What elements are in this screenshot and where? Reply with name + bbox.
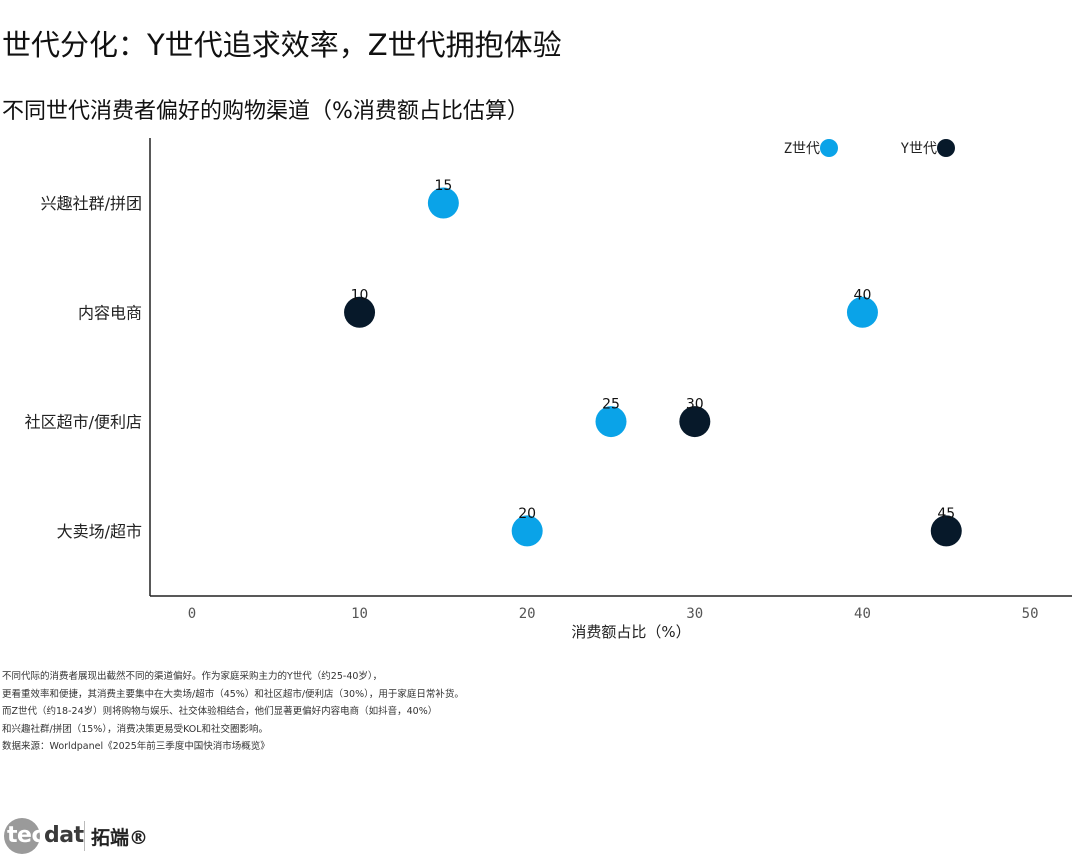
logo-wordmark: tecdat xyxy=(7,823,84,848)
x-tick-label: 0 xyxy=(188,606,196,622)
data-label: 20 xyxy=(518,506,536,522)
x-axis-title: 消费额占比（%） xyxy=(571,623,690,641)
legend-marker xyxy=(820,139,838,157)
y-tick-label: 大卖场/超市 xyxy=(57,522,142,541)
x-axis-tick-labels: 0 10 20 30 40 50 xyxy=(188,606,1039,622)
page-title: 世代分化：Y世代追求效率，Z世代拥抱体验 xyxy=(2,28,562,62)
logo-chinese-name: 拓端® xyxy=(91,826,149,849)
data-point xyxy=(427,187,459,219)
data-label: 30 xyxy=(686,397,704,413)
data-point xyxy=(344,296,376,328)
x-tick-label: 20 xyxy=(519,606,536,622)
chart-subtitle: 不同世代消费者偏好的购物渠道（%消费额占比估算） xyxy=(2,99,529,124)
data-label: 15 xyxy=(434,178,452,194)
tecdat-logo-mark: tecdat xyxy=(4,816,84,856)
data-label: 40 xyxy=(854,287,872,303)
legend-label: Z世代 xyxy=(784,141,820,157)
chart-notes: 不同代际的消费者展现出截然不同的渠道偏好。作为家庭采购主力的Y世代（约25-40… xyxy=(2,668,464,756)
y-tick-label: 内容电商 xyxy=(78,303,142,322)
chart-axes xyxy=(149,138,1072,597)
y-tick-label: 兴趣社群/拼团 xyxy=(41,194,142,213)
note-line: 和兴趣社群/拼团（15%），消费决策更易受KOL和社交圈影响。 xyxy=(2,723,269,735)
note-line: 更看重效率和便捷，其消费主要集中在大卖场/超市（45%）和社区超市/便利店（30… xyxy=(2,688,464,700)
data-point xyxy=(511,515,543,547)
note-line: 而Z世代（约18-24岁）则将购物与娱乐、社交体验相结合，他们显著更偏好内容电商… xyxy=(2,706,438,717)
logo-divider xyxy=(84,821,85,851)
legend-label: Y世代 xyxy=(901,141,937,157)
chart-dots xyxy=(344,187,962,547)
data-point xyxy=(846,296,878,328)
data-point xyxy=(595,406,627,438)
note-line: 不同代际的消费者展现出截然不同的渠道偏好。作为家庭采购主力的Y世代（约25-40… xyxy=(2,671,383,682)
logo-circle-icon xyxy=(4,818,40,854)
x-tick-label: 30 xyxy=(686,606,703,622)
data-label: 25 xyxy=(602,397,620,413)
chart-data-labels: 15 40 25 20 10 30 45 xyxy=(351,178,956,522)
x-tick-label: 50 xyxy=(1022,606,1039,622)
source-line: 数据来源：Worldpanel《2025年前三季度中国快消市场概览》 xyxy=(2,741,270,752)
chart-legend: Z世代 Y世代 xyxy=(784,139,955,157)
y-tick-label: 社区超市/便利店 xyxy=(25,413,142,432)
data-label: 45 xyxy=(937,506,955,522)
data-label: 10 xyxy=(351,287,369,303)
logo-wordmark-part1: tec xyxy=(7,823,44,848)
brand-logo: tecdat 拓端® xyxy=(4,816,148,856)
data-point xyxy=(679,406,711,438)
x-tick-label: 10 xyxy=(351,606,368,622)
data-point xyxy=(930,515,962,547)
logo-wordmark-part2: dat xyxy=(43,823,84,848)
x-tick-label: 40 xyxy=(854,606,871,622)
legend-marker xyxy=(937,139,955,157)
